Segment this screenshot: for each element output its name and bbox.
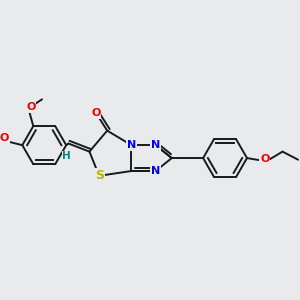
Text: O: O (0, 133, 9, 143)
Text: O: O (260, 154, 269, 164)
Text: O: O (26, 102, 36, 112)
Text: N: N (127, 140, 136, 150)
Text: O: O (91, 108, 101, 118)
Text: N: N (151, 166, 160, 176)
Text: H: H (62, 152, 71, 161)
Text: S: S (94, 169, 103, 182)
Text: N: N (151, 140, 160, 150)
